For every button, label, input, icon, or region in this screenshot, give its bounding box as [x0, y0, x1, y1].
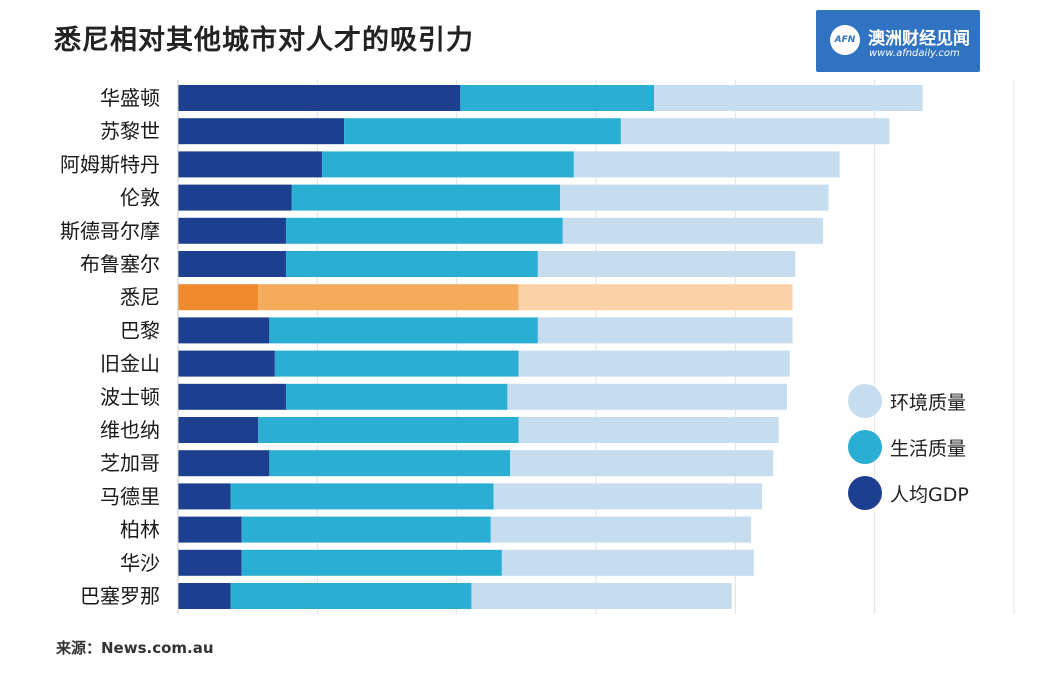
bar-segment [269, 317, 538, 344]
legend-swatch-environment [848, 384, 882, 418]
bar-segment [510, 450, 774, 477]
logo-name: 澳洲财经见闻 [868, 29, 970, 49]
category-label: 巴黎 [120, 318, 160, 342]
bar-segment [178, 583, 231, 609]
legend-label: 生活质量 [890, 437, 967, 460]
bar-segment [258, 417, 519, 443]
legend-swatch-quality-of-life [848, 430, 882, 464]
bar-segment [178, 516, 242, 543]
bar-segment [321, 151, 574, 178]
bar-segment [493, 483, 763, 510]
bar-segment [178, 350, 275, 377]
bar-segment [562, 217, 823, 244]
bar-segment [285, 251, 538, 277]
bar-segment [178, 151, 322, 178]
bar-segment [507, 383, 788, 410]
bar-segment [560, 184, 829, 211]
category-label: 巴塞罗那 [80, 584, 160, 608]
category-label: 柏林 [120, 518, 160, 542]
bar-segment [178, 483, 231, 510]
legend-swatch-gdp-per-capita [848, 476, 882, 510]
bar-segment [285, 383, 508, 410]
category-label: 伦敦 [120, 186, 160, 210]
bar-segment [178, 251, 286, 277]
bar-segment [269, 450, 511, 477]
chart-legend: 环境质量 生活质量 人均GDP [848, 384, 969, 522]
bar-segment [573, 151, 840, 178]
bar-segment [460, 85, 655, 111]
category-label: 芝加哥 [100, 451, 160, 475]
bar-segment [230, 483, 494, 510]
category-label: 阿姆斯特丹 [60, 152, 160, 176]
brand-logo: AFN 澳洲财经见闻 www.afndaily.com [816, 10, 980, 72]
bar-segment [230, 583, 472, 609]
bar-segment [518, 350, 790, 377]
bar-segment [178, 118, 345, 145]
bar-segment [518, 417, 779, 443]
category-label: 旧金山 [100, 352, 160, 376]
bar-segment [501, 549, 754, 576]
bar-segment [537, 251, 796, 277]
logo-url: www.afndaily.com [869, 48, 960, 59]
bar-segment [178, 549, 242, 576]
bar-segment [291, 184, 561, 211]
legend-item-environment: 环境质量 [848, 384, 969, 418]
bar-segment [241, 549, 502, 576]
bar-segment [178, 284, 259, 311]
bar-segment [274, 350, 519, 377]
source-note: 来源：News.com.au [56, 639, 214, 657]
legend-item-gdp-per-capita: 人均GDP [848, 476, 969, 510]
category-label: 布鲁塞尔 [80, 252, 160, 276]
bar-segment [178, 450, 270, 477]
category-label: 悉尼 [120, 285, 160, 309]
legend-label: 环境质量 [890, 391, 967, 414]
bar-segment [178, 383, 286, 410]
chart-title: 悉尼相对其他城市对人才的吸引力 [54, 25, 474, 56]
bar-segment [654, 85, 923, 111]
bar-segment [178, 184, 292, 211]
bar-segment [344, 118, 621, 145]
bar-segment [178, 85, 461, 111]
bar-segment [518, 284, 793, 311]
legend-label: 人均GDP [890, 483, 969, 506]
category-label: 华盛顿 [100, 86, 160, 110]
bar-segment [620, 118, 890, 145]
category-label: 波士顿 [100, 385, 160, 409]
bar-segment [285, 217, 563, 244]
bar-segment [490, 516, 752, 543]
bar-segment [241, 516, 491, 543]
bar-segment [537, 317, 793, 344]
bar-segment [471, 583, 732, 609]
bar-segment [258, 284, 519, 311]
bar-segment [178, 217, 286, 244]
category-label: 华沙 [120, 551, 160, 575]
category-label: 苏黎世 [100, 119, 160, 143]
logo-mark-icon: AFN [830, 25, 860, 55]
category-label: 维也纳 [100, 418, 160, 442]
category-label: 马德里 [100, 484, 160, 508]
legend-item-quality-of-life: 生活质量 [848, 430, 969, 464]
bar-segment [178, 317, 270, 344]
bar-segment [178, 417, 259, 443]
category-label: 斯德哥尔摩 [60, 219, 160, 243]
